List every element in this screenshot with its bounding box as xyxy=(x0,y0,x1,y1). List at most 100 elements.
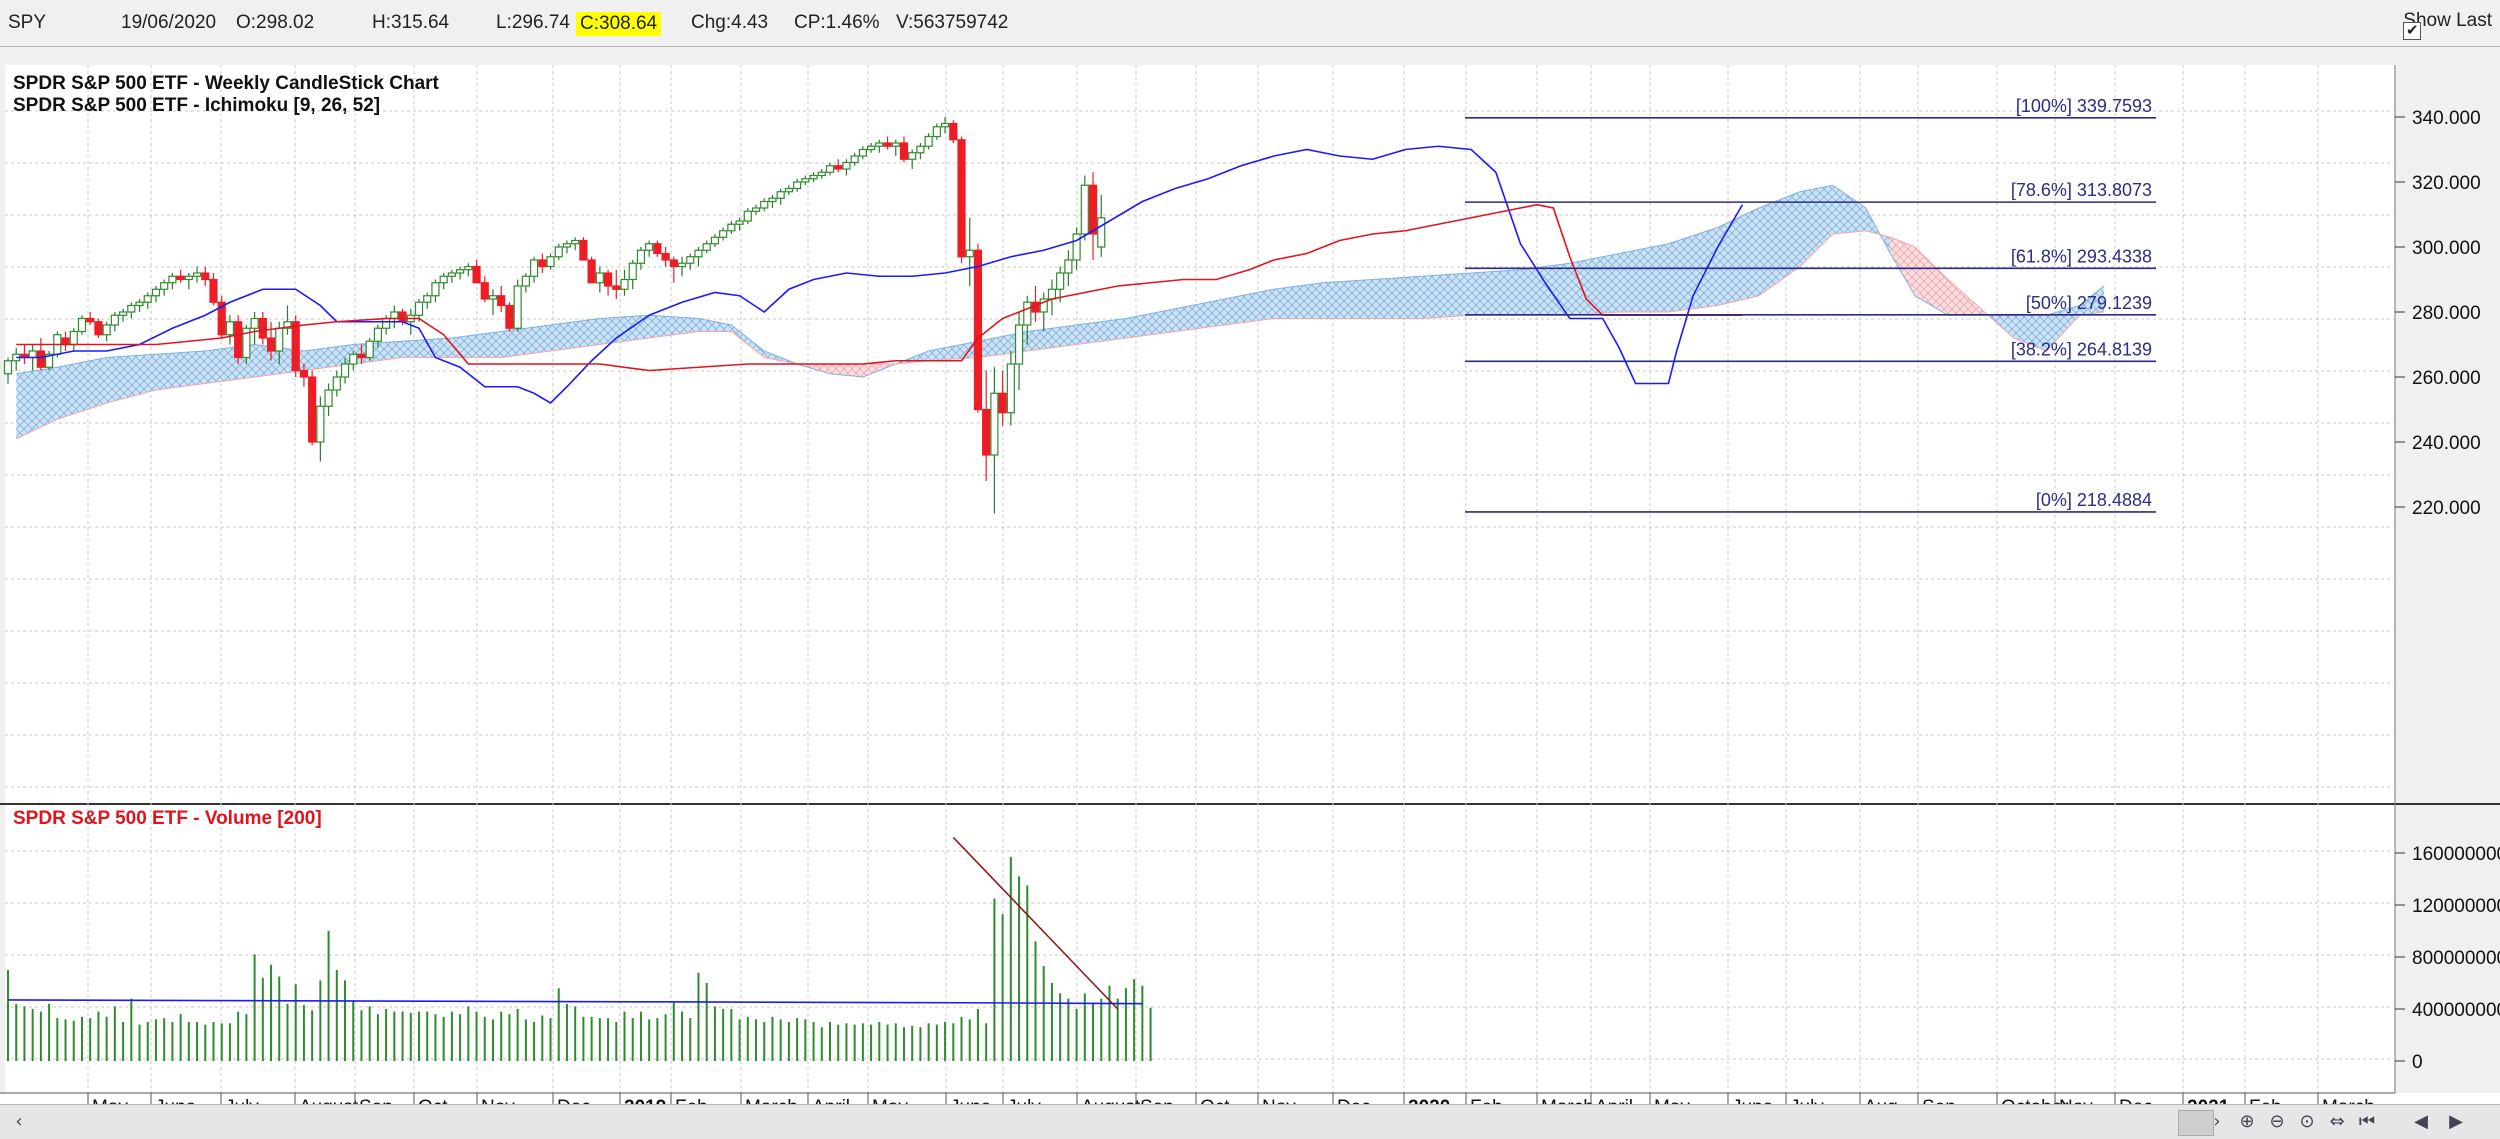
scroll-thumb[interactable] xyxy=(2178,1110,2214,1136)
change-percent-value: CP:1.46% xyxy=(794,12,880,33)
volume-value: V:563759742 xyxy=(896,12,1009,33)
candle-body xyxy=(554,246,563,258)
zoom-out-icon[interactable]: ⊖ xyxy=(2269,1111,2285,1132)
close-value: C:308.64 xyxy=(576,12,662,36)
candle-body xyxy=(209,278,218,303)
cloud-segment-bullish xyxy=(1471,269,1521,316)
candle-body xyxy=(1039,298,1048,313)
candle-body xyxy=(69,330,78,346)
candle-body xyxy=(1072,233,1081,261)
candle-body xyxy=(439,275,448,284)
candle-body xyxy=(283,321,292,329)
candle-body xyxy=(710,236,720,245)
candle-body xyxy=(858,148,867,157)
candle-body xyxy=(538,259,547,268)
cloud-segment-bullish xyxy=(106,354,156,403)
candle-body xyxy=(1097,217,1106,248)
candle-body xyxy=(160,282,169,290)
candle-body xyxy=(1080,184,1089,235)
candle-body xyxy=(776,191,785,199)
candle-body xyxy=(324,389,333,407)
candle-body xyxy=(891,142,900,147)
cloud-segment-bullish xyxy=(1027,325,1077,351)
candle-body xyxy=(809,174,818,180)
cloud-segment-bullish xyxy=(1421,273,1472,319)
show-last-label: Show Last xyxy=(2403,10,2492,31)
candle-body xyxy=(234,321,243,359)
candle-body xyxy=(497,295,506,307)
cloud-segment-bullish xyxy=(57,357,107,420)
candle-body xyxy=(513,285,522,329)
candle-body xyxy=(916,145,925,154)
candle-body xyxy=(620,278,629,290)
candle-body xyxy=(299,369,309,378)
candle-body xyxy=(661,252,670,261)
senkou-span-a xyxy=(16,184,2105,378)
cloud-segment-bullish xyxy=(2013,315,2047,351)
candle-body xyxy=(875,142,884,147)
candle-body xyxy=(866,145,876,151)
show-last-toggle[interactable]: ✔ Show Last xyxy=(2403,10,2492,40)
cloud-segment-bullish xyxy=(1224,289,1274,325)
candle-body xyxy=(127,304,136,313)
cloud-segment-bullish xyxy=(1372,276,1422,319)
scroll-toolbar: ‹ › ⊕ ⊖ ⊙ ⇔ ⏮ ◀ ▶ xyxy=(0,1104,2500,1139)
volume-bars xyxy=(7,836,1152,1061)
cloud-segment-bullish xyxy=(205,344,255,384)
checkbox-check-icon[interactable]: ✔ xyxy=(2403,22,2422,40)
cloud-segment-bullish xyxy=(1668,227,1718,312)
candle-body xyxy=(768,197,777,203)
candle-body xyxy=(242,327,251,359)
candle-body xyxy=(192,272,202,277)
scroll-right-icon[interactable]: › xyxy=(2213,1111,2221,1132)
candle-body xyxy=(940,122,950,128)
candle-body xyxy=(423,295,432,303)
candle-body xyxy=(3,360,13,375)
scroll-left-icon[interactable]: ‹ xyxy=(15,1111,23,1132)
candle-body xyxy=(390,311,399,320)
candle-body xyxy=(982,408,991,456)
candle-body xyxy=(291,321,300,372)
candle-body xyxy=(899,142,909,160)
zoom-in-icon[interactable]: ⊕ xyxy=(2239,1111,2255,1132)
cloud-segment-bullish xyxy=(1619,243,1669,312)
volume-moving-average xyxy=(7,999,1143,1005)
candle-body xyxy=(735,220,744,225)
cloud-segment-bullish xyxy=(353,341,403,364)
candle-body xyxy=(817,171,826,177)
fib-level-label: [61.8%] 293.4338 xyxy=(2011,246,2152,266)
candle-body xyxy=(965,249,974,258)
kijun-sen-line xyxy=(16,203,1743,372)
candle-body xyxy=(1047,288,1057,300)
go-start-icon[interactable]: ⏮ xyxy=(2358,1111,2376,1132)
candle-body xyxy=(1023,301,1032,326)
fib-level-label: [78.6%] 313.8073 xyxy=(2011,180,2152,200)
volume-tick-label: 400000000 xyxy=(2412,1000,2500,1021)
previous-icon[interactable]: ◀ xyxy=(2414,1111,2428,1132)
cloud-segment-bearish xyxy=(1915,247,1948,316)
candle-body xyxy=(686,256,695,264)
candle-body xyxy=(949,122,958,141)
candle-body xyxy=(110,314,119,326)
candle-body xyxy=(612,285,621,290)
cloud-segment-bullish xyxy=(731,325,765,358)
candle-body xyxy=(973,249,983,411)
chart-canvas[interactable]: [100%] 339.7593 [78.6%] 313.8073 [61.8%] 2… xyxy=(0,46,2500,1134)
volume-tick-label: 1600000000 xyxy=(2412,844,2500,865)
candle-body xyxy=(653,243,662,255)
candle-body xyxy=(932,126,941,138)
candle-body xyxy=(340,363,350,378)
tenkan-sen-line xyxy=(16,145,1744,405)
cloud-segment-bullish xyxy=(1717,208,1759,306)
candle-body xyxy=(398,311,407,323)
fit-width-icon[interactable]: ⇔ xyxy=(2329,1111,2345,1132)
candle-body xyxy=(332,376,341,391)
zoom-reset-icon[interactable]: ⊙ xyxy=(2299,1111,2315,1132)
symbol-label: SPY xyxy=(8,12,47,33)
next-icon[interactable]: ▶ xyxy=(2449,1111,2463,1132)
candle-body xyxy=(677,262,687,268)
candle-body xyxy=(645,243,654,251)
candle-body xyxy=(505,304,514,329)
cloud-segment-bullish xyxy=(649,315,699,338)
candle-body xyxy=(382,317,391,329)
